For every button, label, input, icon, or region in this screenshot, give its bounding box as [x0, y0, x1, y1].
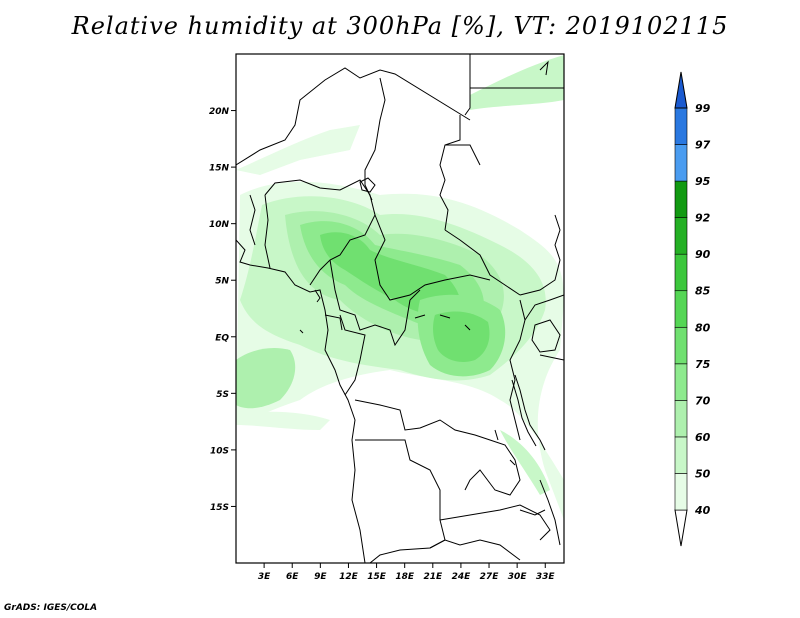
colorbar-box	[674, 436, 688, 474]
colorbar-label: 85	[695, 285, 711, 298]
colorbar-label: 95	[695, 175, 711, 188]
colorbar-box	[674, 326, 688, 365]
colorbar-box	[674, 363, 688, 401]
lat-tick-label: EQ	[215, 333, 229, 343]
lon-tick-label: 3E	[258, 572, 271, 582]
colorbar-box	[674, 144, 688, 182]
latitude-axis: 20N 15N 10N 5N EQ 5S 10S 15S	[209, 107, 236, 513]
lon-tick-label: 6E	[286, 572, 299, 582]
lon-tick-label: 33E	[536, 572, 556, 582]
colorbar-label: 97	[695, 139, 711, 152]
lat-tick-label: 10N	[209, 220, 230, 230]
lat-tick-label: 15S	[210, 503, 229, 513]
colorbar-label: 80	[695, 321, 711, 334]
colorbar-label: 92	[695, 212, 711, 225]
lat-tick-label: 15N	[209, 164, 230, 174]
map-frame	[235, 53, 565, 564]
colorbar-box	[674, 253, 688, 292]
lon-tick-label: 24E	[452, 572, 472, 582]
lon-tick-label: 15E	[367, 572, 387, 582]
lat-tick-label: 5S	[216, 390, 229, 400]
colorbar-lower-triangle	[674, 509, 688, 547]
grads-credit: GrADS: IGES/COLA	[4, 603, 98, 613]
country-borders	[236, 54, 564, 563]
colorbar-box	[674, 473, 688, 511]
colorbar-label: 70	[695, 394, 711, 407]
colorbar-upper-triangle	[674, 71, 688, 109]
colorbar-label: 40	[694, 504, 711, 517]
lon-tick-label: 21E	[423, 572, 443, 582]
lat-tick-label: 5N	[215, 277, 229, 287]
colorbar-box	[674, 217, 688, 255]
colorbar-label: 50	[695, 467, 711, 480]
lat-tick-label: 10S	[210, 446, 229, 456]
colorbar-label: 90	[695, 248, 711, 261]
lon-tick-label: 27E	[480, 572, 500, 582]
colorbar-box	[674, 290, 688, 328]
colorbar-label: 99	[695, 102, 711, 115]
longitude-axis: 3E 6E 9E 12E 15E 18E 21E 24E 27E 30E 33E	[258, 563, 556, 582]
colorbar-box	[674, 180, 688, 218]
colorbar-label: 60	[695, 431, 711, 444]
lon-tick-label: 9E	[314, 572, 327, 582]
lat-tick-label: 20N	[209, 107, 230, 117]
chart-title: Relative humidity at 300hPa [%], VT: 201…	[71, 12, 729, 40]
lon-tick-label: 12E	[339, 572, 359, 582]
lon-tick-label: 30E	[508, 572, 528, 582]
colorbar: 40 50 60 70 75 80 85 90 92 95 97 99	[674, 71, 711, 547]
colorbar-box	[674, 400, 688, 438]
colorbar-label: 75	[695, 358, 711, 371]
colorbar-box	[674, 107, 688, 145]
humidity-shading	[236, 55, 564, 520]
lon-tick-label: 18E	[395, 572, 415, 582]
